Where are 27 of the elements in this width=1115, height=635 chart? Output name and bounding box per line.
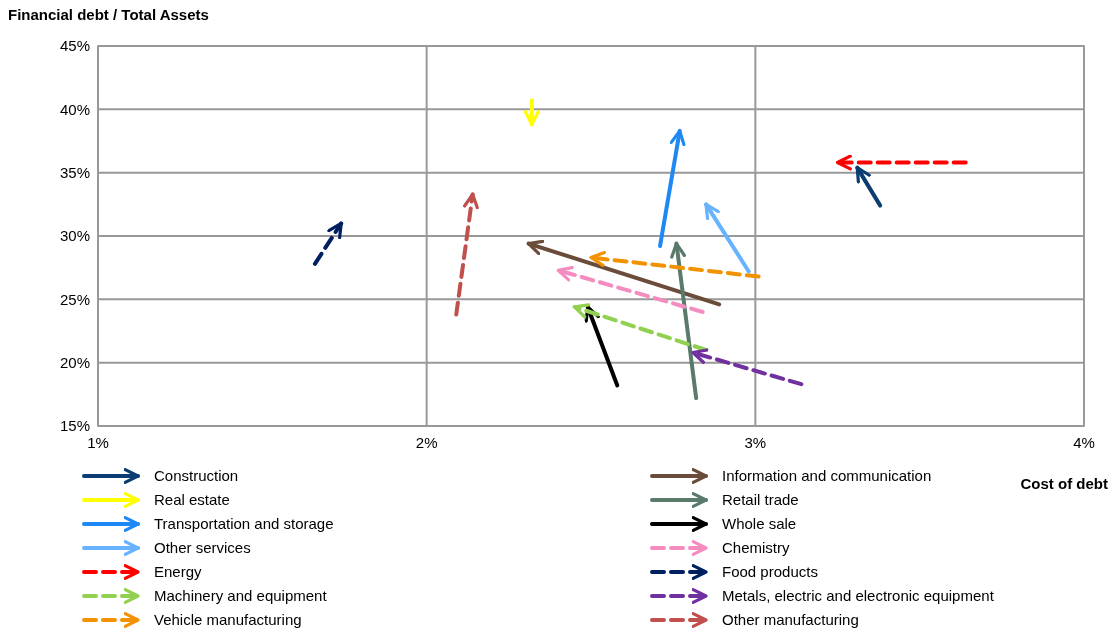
y-axis-title: Financial debt / Total Assets: [8, 6, 209, 23]
y-tick-label: 25%: [59, 290, 90, 308]
x-tick-label: 1%: [87, 434, 109, 451]
y-tick-label: 15%: [59, 417, 90, 435]
legend-label: Vehicle manufacturing: [154, 611, 302, 629]
x-axis-title: Cost of debt: [1020, 475, 1108, 492]
y-tick-label: 35%: [59, 163, 90, 181]
legend-label: Other services: [154, 539, 251, 557]
x-tick-label: 4%: [1073, 434, 1095, 451]
legend-label: Food products: [722, 563, 818, 581]
legend-label: Energy: [154, 563, 203, 581]
legend-label: Chemistry: [722, 539, 791, 557]
legend-label: Machinery and equipment: [154, 587, 328, 605]
legend-label: Transportation and storage: [154, 515, 334, 533]
y-tick-label: 45%: [59, 37, 90, 55]
legend-label: Retail trade: [722, 491, 799, 509]
y-tick-label: 40%: [59, 100, 90, 118]
legend-label: Whole sale: [722, 515, 797, 533]
legend-label: Real estate: [154, 491, 230, 509]
legend-label: Other manufacturing: [722, 611, 859, 629]
legend-label: Information and communication: [722, 467, 932, 485]
legend-label: Construction: [154, 467, 239, 485]
x-tick-label: 3%: [744, 434, 767, 451]
y-tick-label: 20%: [59, 353, 90, 371]
legend-label: Metals, electric and electronic equipment: [722, 587, 995, 605]
x-tick-label: 2%: [415, 434, 438, 451]
y-tick-label: 30%: [59, 227, 90, 245]
